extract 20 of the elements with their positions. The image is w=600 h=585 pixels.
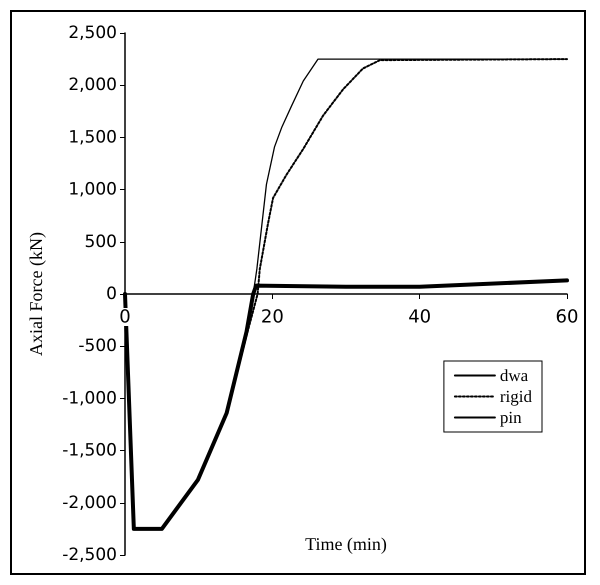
y-tick-label: 500 xyxy=(84,232,117,252)
y-tick-label: 0 xyxy=(106,284,117,304)
y-tick-label: -1,500 xyxy=(62,440,117,461)
x-tick-label: 60 xyxy=(556,306,578,328)
x-axis-title: Time (min) xyxy=(305,534,387,554)
y-tick-label: -1,000 xyxy=(62,388,117,408)
y-tick-label: -2,500 xyxy=(62,545,117,565)
y-tick-label: 2,000 xyxy=(68,75,117,96)
y-tick-label: 1,000 xyxy=(68,180,117,200)
y-tick-label: 2,500 xyxy=(68,23,117,43)
y-tick-label: -500 xyxy=(78,336,117,356)
y-tick-label: 1,500 xyxy=(68,127,117,148)
y-tick-label: -2,000 xyxy=(62,492,117,513)
x-tick-label: 40 xyxy=(408,306,432,328)
x-tick-label: 20 xyxy=(260,306,284,328)
legend-label: dwa xyxy=(500,366,529,385)
x-tick-label: 0 xyxy=(119,306,131,328)
legend-label: rigid xyxy=(500,387,532,406)
legend-label: pin xyxy=(500,408,522,427)
y-axis-title: Axial Force (kN) xyxy=(26,232,46,356)
